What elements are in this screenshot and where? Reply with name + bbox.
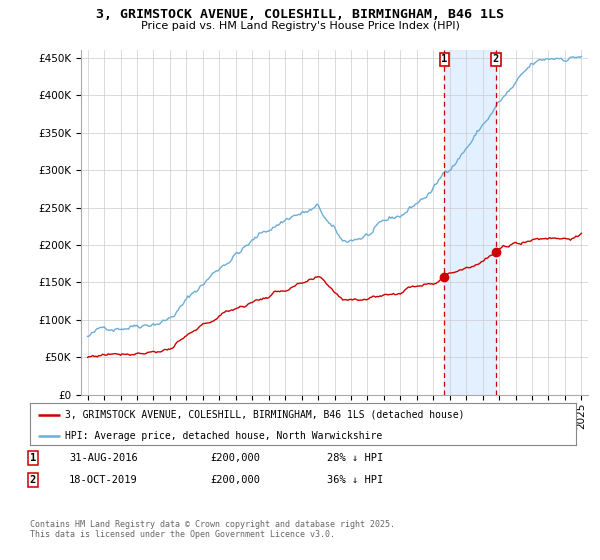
Text: Contains HM Land Registry data © Crown copyright and database right 2025.
This d: Contains HM Land Registry data © Crown c… <box>30 520 395 539</box>
Text: 1: 1 <box>441 54 448 64</box>
Bar <box>444 50 496 395</box>
Text: Price paid vs. HM Land Registry's House Price Index (HPI): Price paid vs. HM Land Registry's House … <box>140 21 460 31</box>
Text: 1: 1 <box>30 453 36 463</box>
Text: 31-AUG-2016: 31-AUG-2016 <box>69 453 138 463</box>
Text: 3, GRIMSTOCK AVENUE, COLESHILL, BIRMINGHAM, B46 1LS (detached house): 3, GRIMSTOCK AVENUE, COLESHILL, BIRMINGH… <box>65 410 465 420</box>
Text: £200,000: £200,000 <box>210 453 260 463</box>
Text: 2: 2 <box>493 54 499 64</box>
Text: 2: 2 <box>30 475 36 485</box>
Text: 3, GRIMSTOCK AVENUE, COLESHILL, BIRMINGHAM, B46 1LS: 3, GRIMSTOCK AVENUE, COLESHILL, BIRMINGH… <box>96 8 504 21</box>
Text: £200,000: £200,000 <box>210 475 260 485</box>
Text: HPI: Average price, detached house, North Warwickshire: HPI: Average price, detached house, Nort… <box>65 431 383 441</box>
Text: 36% ↓ HPI: 36% ↓ HPI <box>327 475 383 485</box>
Text: 28% ↓ HPI: 28% ↓ HPI <box>327 453 383 463</box>
Text: 18-OCT-2019: 18-OCT-2019 <box>69 475 138 485</box>
